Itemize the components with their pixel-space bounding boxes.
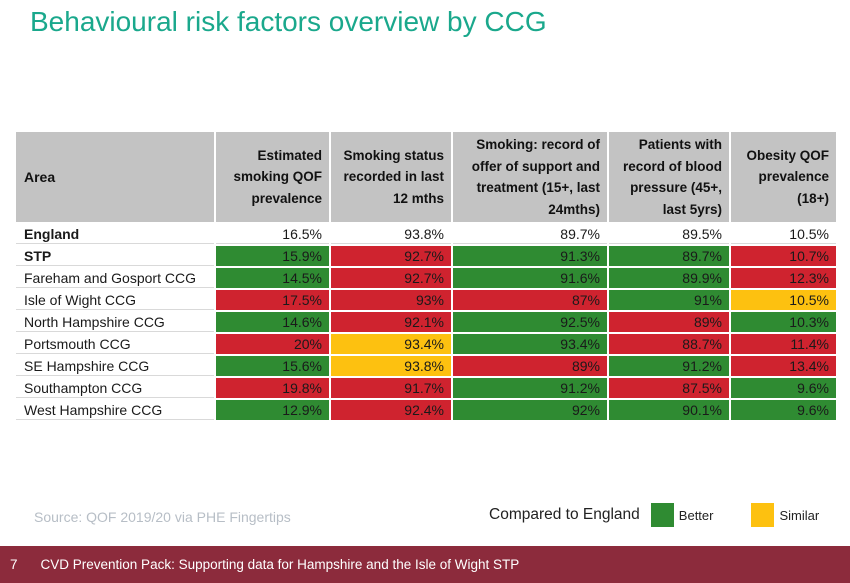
value-cell-none: 16.5% (214, 222, 331, 247)
value-cell-better: 91.2% (607, 354, 731, 379)
table-row: SE Hampshire CCG 15.6% 93.8% 89% 91.2% 13.4% (14, 354, 838, 379)
value-cell-better: 91.3% (451, 244, 609, 269)
table-row: West Hampshire CCG 12.9% 92.4% 92% 90.1% 9.6% (14, 398, 838, 423)
value-cell-similar: 93.8% (329, 354, 453, 379)
table-header-row: Area Estimated smoking QOF prevalence Sm… (14, 129, 838, 225)
table-row: Isle of Wight CCG 17.5% 93% 87% 91% 10.5% (14, 288, 838, 313)
legend-title: Compared to England (489, 506, 640, 523)
column-header-smoking-support: Smoking: record of offer of support and … (451, 129, 609, 225)
value-cell-worse: 92.7% (329, 244, 453, 269)
value-cell-worse: 89% (451, 354, 609, 379)
value-cell-worse: 87.5% (607, 376, 731, 401)
legend-item-better: Better (650, 503, 742, 527)
value-cell-none: 10.5% (729, 222, 838, 247)
area-cell: North Hampshire CCG (14, 310, 216, 335)
value-cell-worse: 91.7% (329, 376, 453, 401)
value-cell-better: 92% (451, 398, 609, 423)
value-cell-better: 91.2% (451, 376, 609, 401)
value-cell-better: 14.5% (214, 266, 331, 291)
value-cell-worse: 92.7% (329, 266, 453, 291)
value-cell-better: 15.6% (214, 354, 331, 379)
value-cell-none: 93.8% (329, 222, 453, 247)
value-cell-better: 9.6% (729, 398, 838, 423)
value-cell-similar: 93.4% (329, 332, 453, 357)
value-cell-better: 12.9% (214, 398, 331, 423)
value-cell-worse: 17.5% (214, 288, 331, 313)
value-cell-better: 90.1% (607, 398, 731, 423)
value-cell-better: 93.4% (451, 332, 609, 357)
value-cell-worse: 12.3% (729, 266, 838, 291)
value-cell-better: 91% (607, 288, 731, 313)
footer-text: CVD Prevention Pack: Supporting data for… (40, 557, 520, 572)
value-cell-worse: 92.4% (329, 398, 453, 423)
value-cell-worse: 20% (214, 332, 331, 357)
column-header-area: Area (14, 129, 216, 225)
value-cell-better: 14.6% (214, 310, 331, 335)
legend-label-similar: Similar (779, 507, 820, 523)
table-row: North Hampshire CCG 14.6% 92.1% 92.5% 89% 10.… (14, 310, 838, 335)
area-cell: Isle of Wight CCG (14, 288, 216, 313)
table-body: England 16.5% 93.8% 89.7% 89.5% 10.5% STP 15.9%… (14, 222, 838, 423)
page-title: Behavioural risk factors overview by CCG (30, 6, 547, 37)
value-cell-worse: 89% (607, 310, 731, 335)
risk-factors-table: Area Estimated smoking QOF prevalence Sm… (14, 129, 838, 423)
table-row: Portsmouth CCG 20% 93.4% 93.4% 88.7% 11.4% (14, 332, 838, 357)
table-row: STP 15.9% 92.7% 91.3% 89.7% 10.7% (14, 244, 838, 269)
page-number: 7 (10, 557, 18, 572)
column-header-smoking-prevalence: Estimated smoking QOF prevalence (214, 129, 331, 225)
value-cell-worse: 92.1% (329, 310, 453, 335)
value-cell-worse: 13.4% (729, 354, 838, 379)
value-cell-better: 91.6% (451, 266, 609, 291)
value-cell-none: 89.7% (451, 222, 609, 247)
area-cell: Portsmouth CCG (14, 332, 216, 357)
legend-label-better: Better (678, 507, 714, 523)
value-cell-better: 15.9% (214, 244, 331, 269)
area-cell: England (14, 222, 216, 247)
table-row: Fareham and Gosport CCG 14.5% 92.7% 91.6% 89… (14, 266, 838, 291)
similar-swatch-icon (751, 503, 775, 527)
column-header-blood-pressure: Patients with record of blood pressure (… (607, 129, 731, 225)
value-cell-none: 89.5% (607, 222, 731, 247)
footer-bar: 7 CVD Prevention Pack: Supporting data f… (0, 546, 850, 583)
value-cell-worse: 93% (329, 288, 453, 313)
value-cell-worse: 10.7% (729, 244, 838, 269)
table-row: Southampton CCG 19.8% 91.7% 91.2% 87.5% 9.6% (14, 376, 838, 401)
area-cell: STP (14, 244, 216, 269)
source-note: Source: QOF 2019/20 via PHE Fingertips (34, 509, 291, 525)
better-swatch-icon (650, 503, 674, 527)
value-cell-better: 10.3% (729, 310, 838, 335)
table-row: England 16.5% 93.8% 89.7% 89.5% 10.5% (14, 222, 838, 247)
column-header-obesity: Obesity QOF prevalence (18+) (729, 129, 838, 225)
value-cell-worse: 11.4% (729, 332, 838, 357)
column-header-smoking-status: Smoking status recorded in last 12 mths (329, 129, 453, 225)
value-cell-worse: 88.7% (607, 332, 731, 357)
value-cell-better: 89.9% (607, 266, 731, 291)
value-cell-similar: 10.5% (729, 288, 838, 313)
value-cell-better: 92.5% (451, 310, 609, 335)
value-cell-worse: 87% (451, 288, 609, 313)
legend: Compared to England Better Similar Worse (489, 503, 850, 527)
legend-item-similar: Similar (751, 503, 847, 527)
value-cell-worse: 19.8% (214, 376, 331, 401)
area-cell: West Hampshire CCG (14, 398, 216, 423)
value-cell-better: 9.6% (729, 376, 838, 401)
area-cell: Fareham and Gosport CCG (14, 266, 216, 291)
area-cell: SE Hampshire CCG (14, 354, 216, 379)
value-cell-better: 89.7% (607, 244, 731, 269)
area-cell: Southampton CCG (14, 376, 216, 401)
